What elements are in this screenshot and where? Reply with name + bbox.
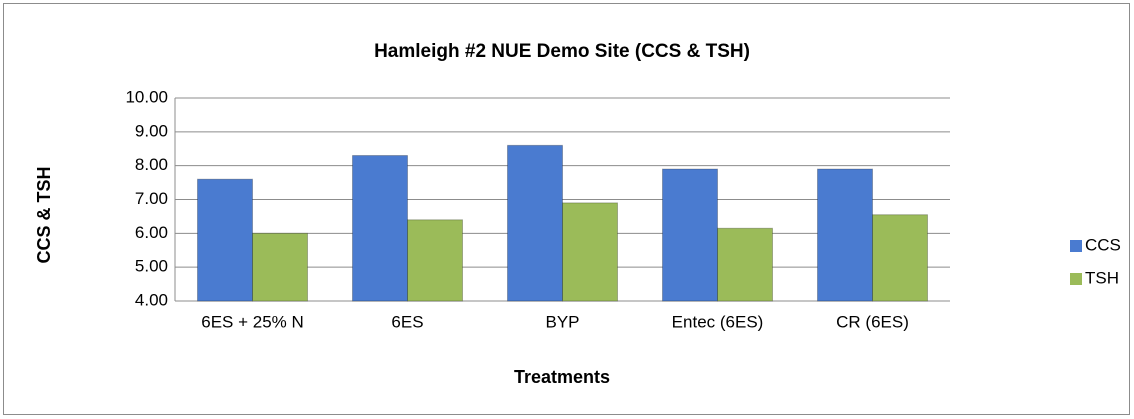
x-tick-label: Entec (6ES) [672,312,764,331]
legend-label: TSH [1085,268,1119,287]
y-axis-title: CCS & TSH [34,166,54,263]
bar [717,227,773,302]
y-tick-label: 4.00 [135,290,168,309]
bar [507,144,563,302]
bar [662,168,718,302]
x-axis-title: Treatments [514,367,610,387]
y-tick-label: 9.00 [135,121,168,140]
bar [407,219,463,302]
bar [817,168,873,302]
bar [872,214,928,302]
bar [352,155,408,302]
y-tick-label: 6.00 [135,223,168,242]
bar [562,202,618,302]
y-tick-label: 10.00 [125,87,168,106]
x-tick-label: CR (6ES) [836,312,909,331]
x-tick-label: 6ES [391,312,423,331]
legend-swatch [1070,240,1082,252]
x-tick-label: 6ES + 25% N [201,312,304,331]
legend-label: CCS [1085,235,1121,254]
legend-swatch [1070,273,1082,285]
y-tick-label: 7.00 [135,189,168,208]
bar [252,232,308,302]
y-tick-label: 5.00 [135,257,168,276]
x-tick-label: BYP [545,312,579,331]
bar [197,178,253,302]
chart-title: Hamleigh #2 NUE Demo Site (CCS & TSH) [374,41,750,62]
y-tick-label: 8.00 [135,155,168,174]
